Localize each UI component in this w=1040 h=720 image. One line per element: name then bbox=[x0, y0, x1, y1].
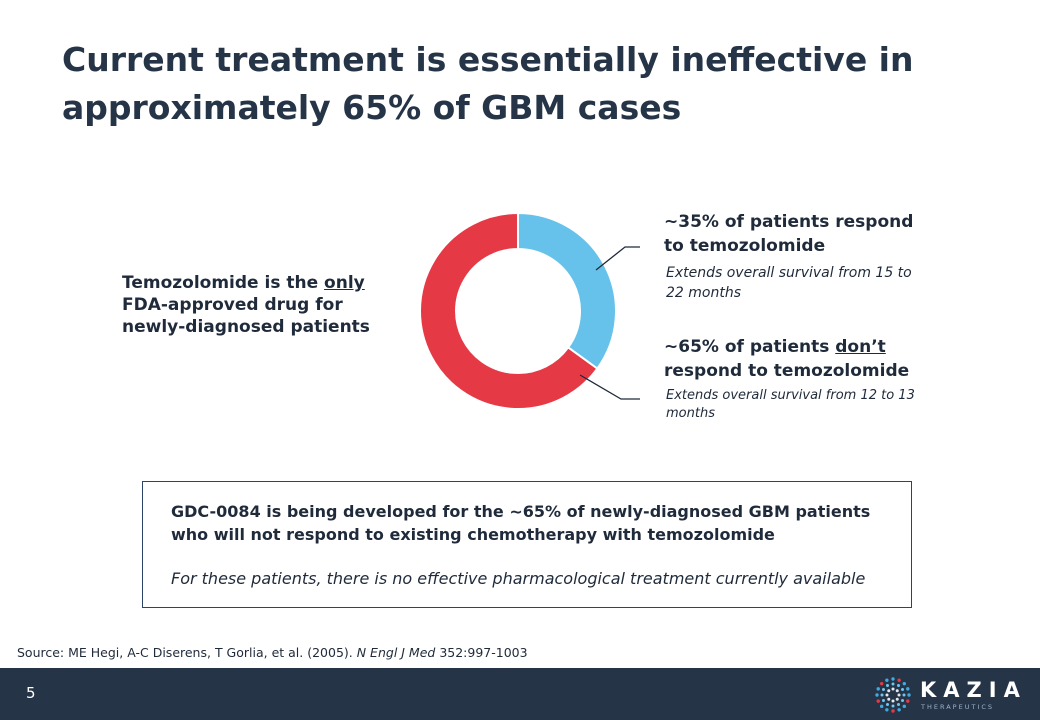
info-box-main-text: GDC-0084 is being developed for the ~65%… bbox=[171, 502, 871, 544]
leader-line-respond bbox=[595, 246, 640, 271]
donut-slice-respond bbox=[517, 211, 617, 371]
logo-dot bbox=[891, 704, 895, 708]
respond-callout-headline: ~35% of patients respond to temozolomide bbox=[664, 212, 914, 256]
no-respond-callout-headline: ~65% of patients don’t respond to temozo… bbox=[664, 335, 924, 383]
logo-wordmark: KAZIA bbox=[920, 678, 1027, 702]
logo-dot bbox=[895, 689, 899, 693]
logo-dot bbox=[885, 708, 889, 712]
footer-bar: 5 KAZIA THERAPEUTICS bbox=[0, 668, 1040, 720]
logo-dot bbox=[897, 703, 900, 707]
page-number: 5 bbox=[26, 684, 36, 702]
leader-line-no-respond bbox=[579, 374, 640, 400]
logo-dot bbox=[879, 681, 884, 686]
logo-dot bbox=[876, 699, 880, 703]
page-title: Current treatment is essentially ineffec… bbox=[62, 40, 914, 127]
logo-dot bbox=[887, 689, 891, 693]
kazia-logo: KAZIA THERAPEUTICS bbox=[874, 676, 1024, 714]
kazia-logo-icon bbox=[875, 677, 911, 713]
logo-dot bbox=[897, 708, 901, 712]
logo-dot bbox=[906, 699, 910, 703]
logo-dot bbox=[901, 699, 905, 702]
source-journal: N Engl J Med bbox=[356, 645, 436, 660]
temozolomide-statement: Temozolomide is the only FDA-approved dr… bbox=[122, 272, 382, 338]
logo-dot bbox=[902, 681, 907, 686]
logo-dot bbox=[887, 697, 891, 701]
statement-text-pre: Temozolomide is the bbox=[122, 273, 325, 293]
logo-dot bbox=[886, 683, 889, 687]
logo-dot bbox=[895, 697, 899, 701]
no-respond-headline-pre: ~65% of patients bbox=[664, 337, 836, 357]
logo-dot bbox=[897, 678, 901, 682]
source-text-pre: Source: ME Hegi, A-C Diserens, T Gorlia,… bbox=[17, 645, 357, 660]
source-text-post: 352:997-1003 bbox=[435, 645, 528, 660]
logo-dot bbox=[906, 687, 910, 691]
logo-dot bbox=[891, 682, 895, 686]
no-respond-headline-underlined: don’t bbox=[835, 337, 886, 357]
source-citation: Source: ME Hegi, A-C Diserens, T Gorlia,… bbox=[17, 645, 528, 660]
logo-dot bbox=[891, 709, 895, 713]
logo-dot bbox=[902, 693, 906, 697]
logo-dot bbox=[897, 693, 901, 697]
logo-dot bbox=[879, 704, 884, 709]
logo-dot bbox=[891, 677, 895, 681]
gdc-0084-info-box: GDC-0084 is being developed for the ~65%… bbox=[142, 481, 912, 608]
no-respond-callout-detail: Extends overall survival from 12 to 13 m… bbox=[666, 388, 915, 421]
statement-text-post: FDA-approved drug for newly-diagnosed pa… bbox=[122, 295, 370, 337]
logo-dot bbox=[891, 699, 895, 703]
logo-dot bbox=[885, 693, 889, 697]
logo-dot bbox=[876, 687, 880, 691]
logo-dot bbox=[891, 687, 895, 691]
respond-callout-detail: Extends overall survival from 15 to 22 m… bbox=[666, 265, 912, 301]
info-box-italic-text: For these patients, there is no effectiv… bbox=[171, 569, 866, 588]
logo-dot bbox=[907, 693, 911, 697]
donut-slices bbox=[419, 211, 617, 410]
statement-text-underlined: only bbox=[324, 273, 365, 293]
logo-dot bbox=[885, 678, 889, 682]
donut-slice-no-respond bbox=[419, 211, 599, 410]
logo-dot bbox=[897, 683, 900, 687]
logo-dot bbox=[902, 704, 907, 709]
logo-dot bbox=[875, 693, 879, 697]
logo-dot bbox=[881, 688, 885, 691]
logo-dot bbox=[886, 703, 889, 707]
no-respond-headline-post: respond to temozolomide bbox=[664, 361, 910, 381]
response-donut-chart bbox=[419, 211, 640, 410]
logo-dot bbox=[881, 699, 885, 702]
logo-dot bbox=[880, 693, 884, 697]
logo-dot bbox=[901, 688, 905, 691]
logo-subtitle: THERAPEUTICS bbox=[921, 703, 995, 711]
